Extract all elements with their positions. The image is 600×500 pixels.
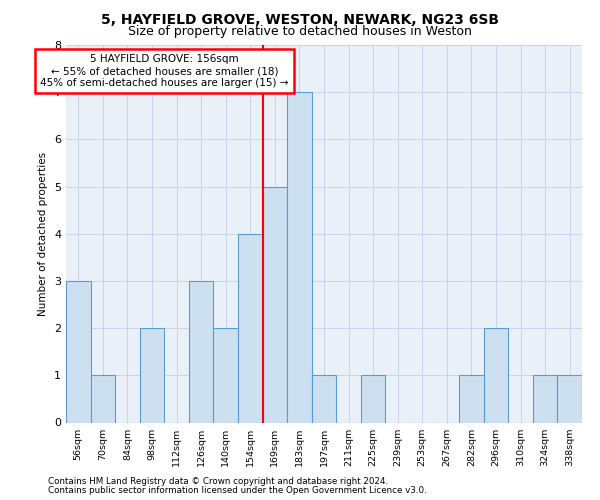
Bar (312, 376, 336, 422)
Bar (287, 92, 312, 422)
Text: Contains public sector information licensed under the Open Government Licence v3: Contains public sector information licen… (48, 486, 427, 495)
Bar (484, 328, 508, 422)
Bar (557, 376, 582, 422)
Bar (140, 328, 164, 422)
Bar (214, 328, 238, 422)
Bar (238, 234, 263, 422)
Bar (263, 186, 287, 422)
Text: 5, HAYFIELD GROVE, WESTON, NEWARK, NG23 6SB: 5, HAYFIELD GROVE, WESTON, NEWARK, NG23 … (101, 12, 499, 26)
Bar (189, 281, 214, 422)
Y-axis label: Number of detached properties: Number of detached properties (38, 152, 49, 316)
Bar (459, 376, 484, 422)
Bar (361, 376, 385, 422)
Bar (533, 376, 557, 422)
Text: Contains HM Land Registry data © Crown copyright and database right 2024.: Contains HM Land Registry data © Crown c… (48, 477, 388, 486)
Text: 5 HAYFIELD GROVE: 156sqm
← 55% of detached houses are smaller (18)
45% of semi-d: 5 HAYFIELD GROVE: 156sqm ← 55% of detach… (40, 54, 289, 88)
Bar (91, 376, 115, 422)
Text: Size of property relative to detached houses in Weston: Size of property relative to detached ho… (128, 25, 472, 38)
Bar (66, 281, 91, 422)
